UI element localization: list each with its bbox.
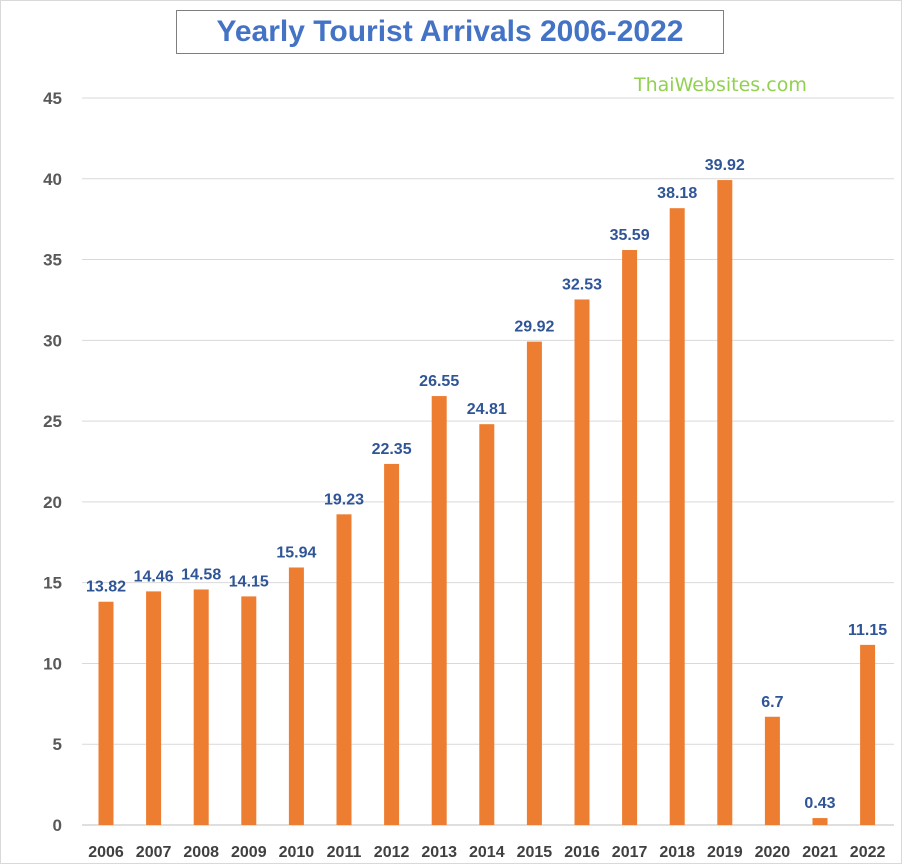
bar-2021 (812, 818, 828, 825)
y-tick-label: 25 (43, 412, 62, 431)
x-tick-label: 2020 (755, 844, 791, 861)
data-label: 24.81 (467, 401, 507, 418)
y-tick-label: 20 (43, 493, 62, 512)
bar-2018 (669, 208, 685, 825)
x-tick-label: 2015 (517, 844, 553, 861)
data-label: 32.53 (562, 276, 602, 293)
bar-2007 (146, 591, 162, 825)
bar-2017 (622, 250, 638, 825)
bar-2019 (717, 180, 733, 826)
data-label: 14.15 (229, 573, 269, 590)
data-label: 22.35 (372, 441, 412, 458)
bar-2016 (574, 299, 590, 825)
data-label: 13.82 (86, 579, 126, 596)
x-tick-label: 2009 (231, 844, 267, 861)
y-tick-label: 15 (43, 574, 62, 593)
data-label: 15.94 (276, 544, 316, 561)
bar-2010 (288, 567, 304, 825)
bar-2006 (98, 601, 114, 825)
data-label: 26.55 (419, 373, 459, 390)
bar-2014 (479, 424, 495, 825)
data-label: 29.92 (514, 319, 554, 336)
bar-2020 (764, 716, 780, 825)
x-tick-label: 2014 (469, 844, 505, 861)
bar-2013 (431, 396, 447, 825)
chart-title: Yearly Tourist Arrivals 2006-2022 (176, 10, 724, 54)
y-tick-label: 5 (53, 735, 62, 754)
y-tick-label: 35 (43, 251, 62, 270)
y-tick-label: 30 (43, 331, 62, 350)
bar-2009 (241, 596, 257, 825)
x-tick-label: 2013 (421, 844, 457, 861)
x-tick-label: 2008 (183, 844, 219, 861)
data-label: 14.46 (134, 568, 174, 585)
x-tick-label: 2016 (564, 844, 600, 861)
x-tick-label: 2018 (659, 844, 695, 861)
y-tick-label: 45 (43, 89, 62, 108)
data-label: 6.7 (761, 694, 783, 711)
y-tick-label: 40 (43, 170, 62, 189)
y-tick-label: 0 (53, 816, 62, 835)
data-label: 0.43 (804, 795, 835, 812)
bar-2015 (526, 341, 542, 825)
bar-2022 (860, 644, 876, 825)
x-tick-label: 2012 (374, 844, 410, 861)
data-label: 11.15 (848, 622, 887, 639)
data-label: 39.92 (705, 157, 745, 174)
bar-2012 (384, 463, 400, 825)
watermark: ThaiWebsites.com (634, 74, 807, 96)
x-tick-label: 2011 (327, 844, 362, 861)
x-tick-label: 2006 (88, 844, 124, 861)
data-label: 38.18 (657, 185, 697, 202)
bar-2011 (336, 514, 352, 825)
x-tick-label: 2010 (279, 844, 315, 861)
data-label: 14.58 (181, 566, 221, 583)
x-tick-label: 2019 (707, 844, 743, 861)
x-tick-label: 2022 (850, 844, 886, 861)
x-tick-label: 2021 (802, 844, 838, 861)
x-tick-label: 2007 (136, 844, 172, 861)
bar-2008 (193, 589, 209, 825)
data-label: 19.23 (324, 491, 364, 508)
y-tick-label: 10 (43, 654, 62, 673)
x-tick-label: 2017 (612, 844, 648, 861)
data-label: 35.59 (610, 227, 650, 244)
